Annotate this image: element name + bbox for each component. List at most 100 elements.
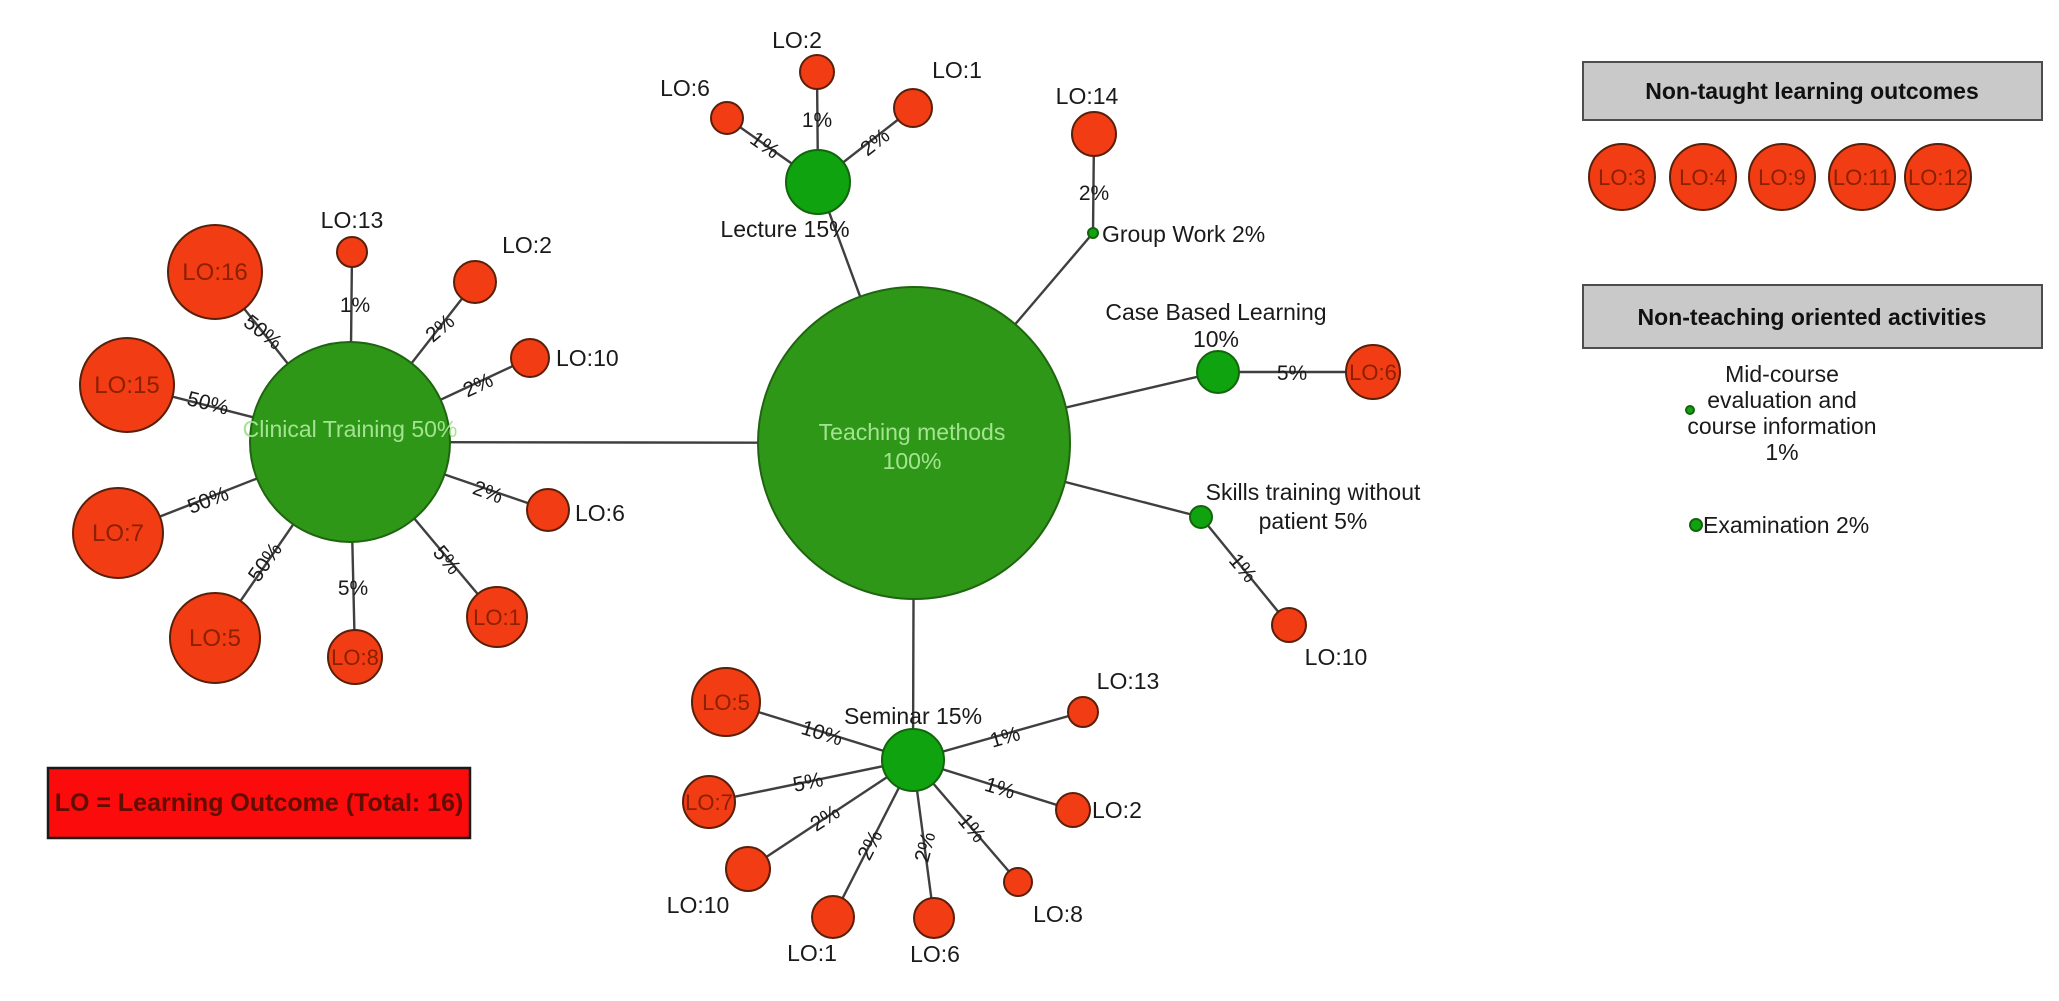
cbl-lo6-label: LO:6 [1349,360,1397,385]
pct-clinical-lo8: 5% [338,577,368,600]
midcourse-line2: evaluation and [1707,387,1857,413]
group-work-label: Group Work 2% [1102,221,1265,247]
legend-lo11-label: LO:11 [1833,165,1891,190]
midcourse-line1: Mid-course [1725,361,1839,387]
pct-lecture-lo2: 1% [802,109,832,132]
clinical-lo13-label: LO:13 [321,207,384,233]
pct-seminar-lo6: 2% [910,829,940,864]
groupwork-lo14-label: LO:14 [1056,83,1119,109]
node-clinical-lo13 [336,236,368,268]
legend-non-teaching-title: Non-teaching oriented activities [1638,304,1987,330]
teaching-methods-label: Teaching methods [819,419,1006,445]
pct-lecture-lo1: 2% [856,124,894,161]
clinical-lo16-label: LO:16 [182,259,247,286]
node-seminar-lo7 [682,775,736,829]
node-clinical-lo2 [453,260,497,304]
node-group-work [1087,227,1099,239]
seminar-lo6-label: LO:6 [910,941,960,967]
note-box: LO = Learning Outcome (Total: 16) [46,766,472,840]
node-clinical-lo10 [510,338,550,378]
skills-label-line1: Skills training without [1206,479,1421,505]
node-seminar-lo10 [725,846,771,892]
pct-clinical-lo2: 2% [421,310,459,347]
node-clinical-lo8 [327,629,383,685]
skills-label-line2: patient 5% [1259,508,1368,534]
examination-label: Examination 2% [1703,512,1869,538]
node-lecture-lo2 [799,54,835,90]
node-legend-lo11 [1828,143,1896,211]
skills-lo10-label: LO:10 [1305,644,1368,670]
edge-seminar-lo7 [708,758,914,804]
node-legend-lo4 [1669,143,1737,211]
pct-groupwork-lo14: 2% [1079,182,1109,205]
node-lecture-lo1 [893,88,933,128]
lecture-label: Lecture 15% [720,216,849,242]
edge-skills-lo10 [1200,516,1290,626]
pct-seminar-lo10: 2% [806,801,844,837]
clinical-lo1-label: LO:1 [473,605,521,630]
seminar-lo1-label: LO:1 [787,940,837,966]
node-clinical-lo16 [167,224,263,320]
cbl-label: Case Based Learning [1105,299,1326,325]
pct-cbl-lo6: 5% [1277,362,1307,385]
node-clinical-lo6 [526,488,570,532]
node-seminar-lo1 [811,895,855,939]
teaching-methods-pct: 100% [883,448,942,474]
node-clinical-lo5 [169,592,261,684]
pct-clinical-lo6: 2% [470,476,506,508]
pct-clinical-lo10: 2% [460,369,497,403]
node-clinical-training [249,341,451,543]
clinical-lo5-label: LO:5 [189,625,241,652]
node-seminar-lo5 [691,667,761,737]
midcourse-line3: course information [1687,413,1876,439]
node-teaching-methods [757,286,1071,600]
node-legend-lo12 [1904,143,1972,211]
node-skills-lo10 [1271,607,1307,643]
clinical-training-label: Clinical Training 50% [243,416,458,442]
seminar-lo2-label: LO:2 [1092,797,1142,823]
node-legend-lo3 [1588,143,1656,211]
node-seminar-lo8 [1003,867,1033,897]
clinical-lo7-label: LO:7 [92,520,144,547]
pct-clinical-lo13: 1% [340,294,370,317]
pct-clinical-lo5: 50% [244,538,287,586]
pct-seminar-lo7: 5% [791,768,825,797]
legend-non-taught: Non-taught learning outcomes LO:3 LO:4 L… [1582,61,2043,211]
outcome-nodes [72,54,1401,939]
node-cbl-lo6 [1345,344,1401,400]
node-seminar-lo13 [1067,696,1099,728]
lecture-lo2-label: LO:2 [772,27,822,53]
pct-seminar-lo2: 1% [982,773,1018,804]
legend-non-teaching-box [1582,284,2043,349]
seminar-lo13-label: LO:13 [1097,668,1160,694]
legend-lo12-label: LO:12 [1908,165,1968,190]
clinical-lo2-label: LO:2 [502,232,552,258]
node-lecture [785,149,851,215]
pct-lecture-lo6: 1% [746,127,784,163]
node-seminar [881,728,945,792]
method-nodes [249,149,1240,792]
seminar-label: Seminar 15% [844,703,982,729]
node-seminar-lo2 [1055,792,1091,828]
pct-seminar-lo13: 1% [987,722,1023,752]
edge-seminar-lo10 [747,758,914,871]
node-groupwork-lo14 [1071,111,1117,157]
pct-clinical-lo16: 50% [239,310,286,354]
cbl-pct: 10% [1193,326,1239,352]
legend-non-teaching: Non-teaching oriented activities Mid-cou… [1582,284,2043,538]
legend-non-taught-box [1582,61,2043,121]
note-box-rect [46,766,472,840]
node-lecture-lo6 [710,101,744,135]
clinical-lo8-label: LO:8 [331,645,379,670]
pct-clinical-lo7: 50% [184,482,231,519]
pct-seminar-lo5: 10% [798,716,845,750]
seminar-lo7-label: LO:7 [685,790,733,815]
note-box-text: LO = Learning Outcome (Total: 16) [55,789,464,817]
legend-lo3-label: LO:3 [1598,165,1646,190]
node-legend-lo9 [1748,143,1816,211]
node-skills-training [1189,505,1213,529]
lecture-lo1-label: LO:1 [932,57,982,83]
pct-seminar-lo1: 2% [853,826,887,863]
node-seminar-lo6 [913,897,955,939]
